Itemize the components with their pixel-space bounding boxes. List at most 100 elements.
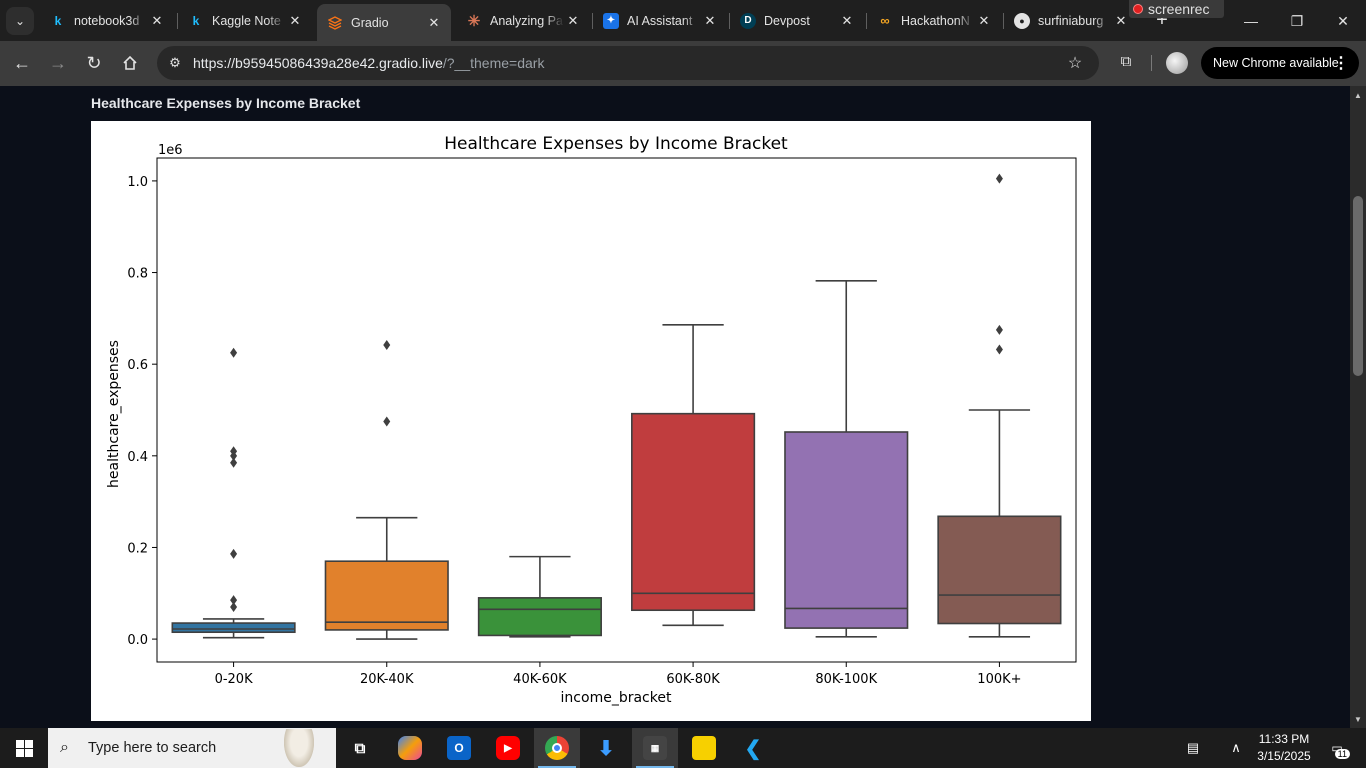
- outlier-point: [230, 457, 238, 468]
- start-button[interactable]: [0, 728, 48, 768]
- kaggle-icon: k: [192, 13, 200, 28]
- x-axis-label: income_bracket: [561, 690, 672, 706]
- chrome-icon: [545, 736, 569, 760]
- outlier-point: [230, 450, 238, 461]
- new-tab-button[interactable]: +: [1150, 8, 1174, 32]
- minimize-button[interactable]: —: [1228, 6, 1274, 36]
- page-content: Healthcare Expenses by Income Bracket He…: [0, 86, 1350, 728]
- outlier-point: [995, 173, 1003, 184]
- x-tick-label: 0-20K: [215, 672, 254, 687]
- close-tab-icon[interactable]: ✕: [978, 12, 990, 28]
- y-tick-label: 0.8: [127, 267, 148, 282]
- site-info-icon[interactable]: ⚙: [169, 55, 181, 70]
- url-text[interactable]: https://b95945086439a28e42.gradio.live/?…: [193, 55, 545, 71]
- outlier-point: [995, 324, 1003, 335]
- close-window-button[interactable]: ✕: [1320, 6, 1366, 36]
- taskbar-search[interactable]: ⌕ Type here to search: [48, 728, 336, 768]
- tab-search-button[interactable]: ⌄: [6, 7, 34, 35]
- restore-button[interactable]: ❐: [1274, 6, 1320, 36]
- tab-kaggle-notebook[interactable]: k Kaggle Note ✕: [178, 6, 312, 35]
- close-icon: ✕: [1337, 12, 1349, 29]
- bookmark-star-icon[interactable]: ☆: [1067, 55, 1083, 72]
- search-highlight-image: [284, 729, 314, 767]
- taskbar-clock[interactable]: 11:33 PM 3/15/2025: [1257, 732, 1311, 763]
- x-tick-label: 40K-60K: [513, 672, 567, 687]
- downloads-icon: ⬇: [597, 737, 615, 760]
- outlier-point: [995, 344, 1003, 355]
- scroll-down-arrow-icon[interactable]: ▼: [1354, 714, 1362, 724]
- tab-divider: [729, 13, 730, 29]
- profile-avatar[interactable]: [1166, 52, 1188, 74]
- tab-github[interactable]: ● surfiniaburg ✕: [1004, 6, 1138, 35]
- tab-gradio[interactable]: Gradio ✕: [317, 4, 451, 41]
- outlier-point: [230, 548, 238, 559]
- reload-icon: ↻: [86, 52, 102, 73]
- sticky-notes-button[interactable]: [681, 728, 727, 768]
- chrome-button[interactable]: [534, 728, 580, 768]
- youtube-button[interactable]: ▶: [485, 728, 531, 768]
- record-icon: [1133, 4, 1143, 14]
- devpost-icon: D: [740, 12, 756, 29]
- outlier-point: [230, 347, 238, 358]
- gradio-icon: [327, 15, 343, 31]
- tab-divider: [592, 13, 593, 29]
- tab-strip: ⌄ k notebook3d ✕ k Kaggle Note ✕ Gradio …: [0, 0, 1366, 41]
- keyboard-icon: ▤: [1186, 740, 1200, 755]
- notification-center-button[interactable]: ▭ 11: [1322, 737, 1352, 759]
- close-tab-icon[interactable]: ✕: [428, 14, 440, 30]
- tab-devpost[interactable]: D Devpost ✕: [730, 6, 864, 35]
- search-icon: ⌕: [60, 739, 69, 756]
- page-scrollbar[interactable]: ▲ ▼: [1350, 86, 1366, 728]
- video-editor-button[interactable]: ▦: [632, 728, 678, 768]
- tab-ai-assistant[interactable]: ✦ AI Assistant ✕: [593, 6, 727, 35]
- show-hidden-icons-button[interactable]: ∧: [1224, 728, 1248, 768]
- tab-hackathon[interactable]: ∞ HackathonN ✕: [867, 6, 1001, 35]
- back-button[interactable]: ←: [8, 49, 36, 77]
- home-button[interactable]: [116, 49, 144, 77]
- box-20K-40K: [324, 560, 449, 631]
- claude-icon: ✳: [467, 12, 481, 30]
- downloads-button[interactable]: ⬇: [583, 728, 629, 768]
- close-tab-icon[interactable]: ✕: [567, 12, 579, 28]
- chart-title: Healthcare Expenses by Income Bracket: [444, 134, 788, 154]
- close-tab-icon[interactable]: ✕: [841, 12, 853, 28]
- close-tab-icon[interactable]: ✕: [151, 12, 163, 28]
- minimize-icon: —: [1244, 13, 1258, 29]
- x-tick-label: 60K-80K: [666, 672, 720, 687]
- x-tick-label: 80K-100K: [815, 672, 877, 687]
- close-tab-icon[interactable]: ✕: [704, 12, 716, 28]
- vscode-button[interactable]: ❮: [730, 728, 776, 768]
- video-editor-icon: ▦: [643, 736, 667, 760]
- box-60K-80K: [631, 412, 756, 612]
- windows-taskbar: ⌕ Type here to search ⧉ O ▶ ⬇ ▦ ❮ ▤ ∧ 11…: [0, 728, 1366, 768]
- outlook-button[interactable]: O: [436, 728, 482, 768]
- copilot-button[interactable]: [387, 728, 433, 768]
- chrome-update-button[interactable]: New Chrome available ⋮: [1201, 47, 1359, 79]
- close-tab-icon[interactable]: ✕: [1115, 12, 1127, 28]
- reload-button[interactable]: ↻: [80, 49, 108, 77]
- close-tab-icon[interactable]: ✕: [289, 12, 301, 28]
- github-icon: ●: [1014, 12, 1030, 29]
- y-tick-label: 0.6: [127, 358, 148, 373]
- screenrec-overlay[interactable]: screenrec: [1129, 0, 1224, 18]
- youtube-icon: ▶: [496, 736, 520, 760]
- box-0-20K: [171, 622, 296, 634]
- plot-container: Healthcare Expenses by Income Bracket 1e…: [91, 121, 1091, 721]
- ai-assistant-icon: ✦: [603, 12, 619, 29]
- scroll-up-arrow-icon[interactable]: ▲: [1354, 90, 1362, 100]
- input-indicator[interactable]: ▤: [1178, 728, 1208, 768]
- x-tick-label: 20K-40K: [360, 672, 414, 687]
- address-bar[interactable]: ⚙ https://b95945086439a28e42.gradio.live…: [157, 46, 1099, 80]
- sticky-notes-icon: [692, 736, 716, 760]
- task-view-button[interactable]: ⧉: [337, 728, 383, 768]
- tab-analyzing[interactable]: ✳ Analyzing Pa ✕: [456, 6, 590, 35]
- tab-divider: [866, 13, 867, 29]
- tab-notebook[interactable]: k notebook3d ✕: [40, 6, 174, 35]
- more-menu-icon[interactable]: ⋮: [1333, 55, 1349, 72]
- scroll-thumb[interactable]: [1353, 196, 1363, 376]
- plot-frame: [156, 157, 1077, 663]
- kaggle-icon: k: [54, 13, 62, 28]
- boxplot-chart: Healthcare Expenses by Income Bracket 1e…: [106, 134, 1077, 706]
- forward-button[interactable]: →: [44, 49, 72, 77]
- extensions-button[interactable]: ⧉: [1114, 49, 1138, 73]
